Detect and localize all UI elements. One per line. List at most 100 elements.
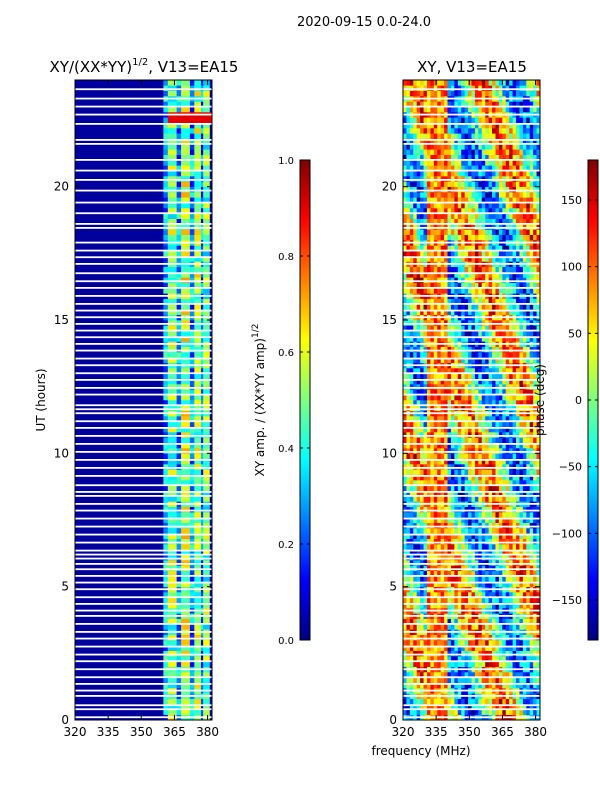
heatmap-cell	[526, 245, 531, 251]
flagged-gap	[75, 349, 212, 352]
heatmap-cell	[498, 698, 503, 705]
heatmap-cell	[203, 656, 211, 662]
heatmap-cell	[409, 528, 414, 534]
heatmap-cell	[526, 640, 531, 646]
heatmap-cell	[209, 277, 212, 283]
heatmap-cell	[440, 698, 445, 705]
heatmap-cell	[420, 565, 424, 571]
heatmap-cell	[176, 517, 182, 523]
heatmap-cell	[426, 565, 431, 571]
heatmap-cell	[461, 656, 465, 662]
heatmap-cell	[409, 624, 414, 630]
heatmap-cell	[409, 448, 414, 454]
flagged-gap	[75, 575, 212, 577]
heatmap-cell	[529, 346, 534, 353]
heatmap-cell	[194, 192, 202, 198]
heatmap-cell	[440, 352, 445, 358]
heatmap-cell	[189, 128, 195, 134]
heatmap-cell	[437, 570, 441, 577]
heatmap-cell	[505, 394, 510, 401]
heatmap-cell	[163, 106, 169, 113]
heatmap-cell	[533, 330, 537, 337]
heatmap-cell	[471, 245, 476, 251]
heatmap-cell	[533, 650, 537, 657]
heatmap-cell	[522, 581, 527, 587]
heatmap-cell	[209, 192, 212, 198]
heatmap-cell	[189, 640, 195, 646]
heatmap-cell	[488, 522, 493, 529]
heatmap-cell	[519, 320, 524, 326]
heatmap-cell	[203, 645, 211, 651]
heatmap-cell	[75, 437, 164, 443]
heatmap-cell	[457, 272, 462, 278]
heatmap-cell	[426, 384, 431, 390]
heatmap-cell	[512, 378, 517, 385]
heatmap-cell	[416, 426, 421, 433]
heatmap-cell	[447, 378, 452, 385]
heatmap-cell	[203, 538, 211, 545]
heatmap-cell	[209, 389, 212, 395]
heatmap-cell	[409, 352, 414, 358]
heatmap-cell	[176, 650, 182, 657]
heatmap-cell	[461, 256, 465, 262]
heatmap-cell	[495, 325, 500, 331]
heatmap-cell	[423, 522, 428, 529]
heatmap-cell	[440, 517, 445, 523]
heatmap-cell	[526, 256, 531, 262]
heatmap-cell	[426, 272, 431, 278]
heatmap-cell	[194, 186, 202, 193]
heatmap-cell	[176, 549, 182, 555]
heatmap-cell	[420, 384, 424, 390]
heatmap-cell	[423, 277, 428, 283]
heatmap-cell	[420, 554, 424, 561]
heatmap-cell	[423, 373, 428, 379]
heatmap-cell	[189, 480, 195, 486]
heatmap-cell	[181, 709, 191, 715]
heatmap-cell	[413, 426, 417, 433]
heatmap-cell	[450, 597, 455, 603]
heatmap-cell	[416, 277, 421, 283]
heatmap-cell	[409, 298, 414, 305]
heatmap-cell	[536, 336, 540, 342]
heatmap-cell	[403, 416, 407, 422]
heatmap-cell	[461, 453, 465, 459]
heatmap-cell	[533, 709, 537, 715]
heatmap-cell	[189, 208, 195, 214]
heatmap-cell	[176, 656, 182, 662]
heatmap-cell	[406, 229, 411, 235]
heatmap-cell	[403, 304, 407, 310]
heatmap-cell	[194, 325, 202, 331]
heatmap-cell	[454, 352, 459, 358]
heatmap-cell	[423, 682, 428, 689]
heatmap-cell	[403, 624, 407, 630]
heatmap-cell	[437, 474, 441, 481]
heatmap-cell	[406, 485, 411, 491]
heatmap-cell	[495, 282, 500, 289]
heatmap-cell	[533, 336, 537, 342]
heatmap-cell	[512, 634, 517, 641]
heatmap-cell	[203, 581, 211, 587]
heatmap-cell	[203, 154, 211, 161]
heatmap-cell	[478, 453, 483, 459]
heatmap-cell	[522, 330, 527, 337]
heatmap-cell	[512, 464, 517, 470]
heatmap-cell	[420, 282, 424, 289]
heatmap-cell	[516, 602, 520, 609]
heatmap-cell	[505, 266, 510, 273]
heatmap-cell	[209, 170, 212, 177]
heatmap-cell	[75, 538, 164, 545]
heatmap-cell	[433, 682, 438, 689]
heatmap-cell	[505, 528, 510, 534]
heatmap-cell	[203, 357, 211, 363]
heatmap-cell	[481, 554, 486, 561]
heatmap-cell	[519, 528, 524, 534]
heatmap-cell	[426, 522, 431, 529]
colorbar-tick-label: 0.2	[278, 540, 294, 551]
heatmap-cell	[203, 197, 211, 203]
heatmap-cell	[209, 394, 212, 401]
heatmap-cell	[454, 560, 459, 566]
heatmap-cell	[209, 522, 212, 529]
heatmap-cell	[526, 528, 531, 534]
heatmap-cell	[485, 448, 489, 454]
heatmap-cell	[519, 298, 524, 305]
